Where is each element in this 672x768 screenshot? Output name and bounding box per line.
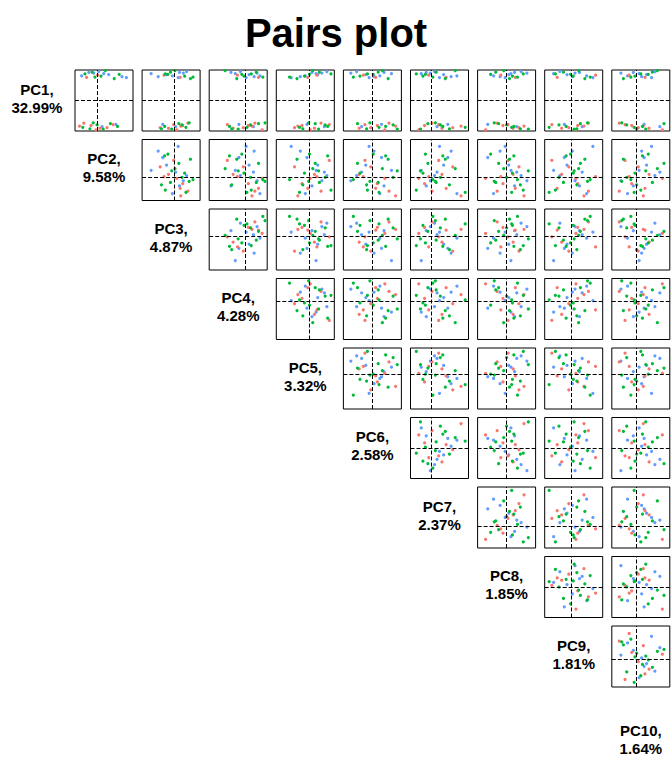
svg-text:4.87%: 4.87% — [150, 238, 193, 255]
svg-text:PC4,: PC4, — [222, 289, 255, 306]
svg-text:2.37%: 2.37% — [418, 516, 461, 533]
svg-text:PC2,: PC2, — [87, 150, 120, 167]
svg-text:4.28%: 4.28% — [217, 307, 260, 324]
svg-text:PC6,: PC6, — [356, 428, 389, 445]
svg-text:PC7,: PC7, — [423, 498, 456, 515]
svg-text:PC9,: PC9, — [557, 637, 590, 654]
svg-text:9.58%: 9.58% — [83, 168, 126, 185]
svg-text:3.32%: 3.32% — [284, 377, 327, 394]
svg-text:PC5,: PC5, — [289, 359, 322, 376]
svg-text:Pairs plot: Pairs plot — [245, 11, 427, 55]
svg-text:1.85%: 1.85% — [485, 585, 528, 602]
svg-text:32.99%: 32.99% — [11, 99, 62, 116]
svg-text:PC1,: PC1, — [20, 81, 53, 98]
svg-text:PC8,: PC8, — [490, 567, 523, 584]
svg-text:1.81%: 1.81% — [552, 655, 595, 672]
svg-text:PC10,: PC10, — [620, 722, 662, 739]
svg-text:1.64%: 1.64% — [620, 740, 663, 757]
svg-text:PC3,: PC3, — [154, 220, 187, 237]
svg-text:2.58%: 2.58% — [351, 446, 394, 463]
